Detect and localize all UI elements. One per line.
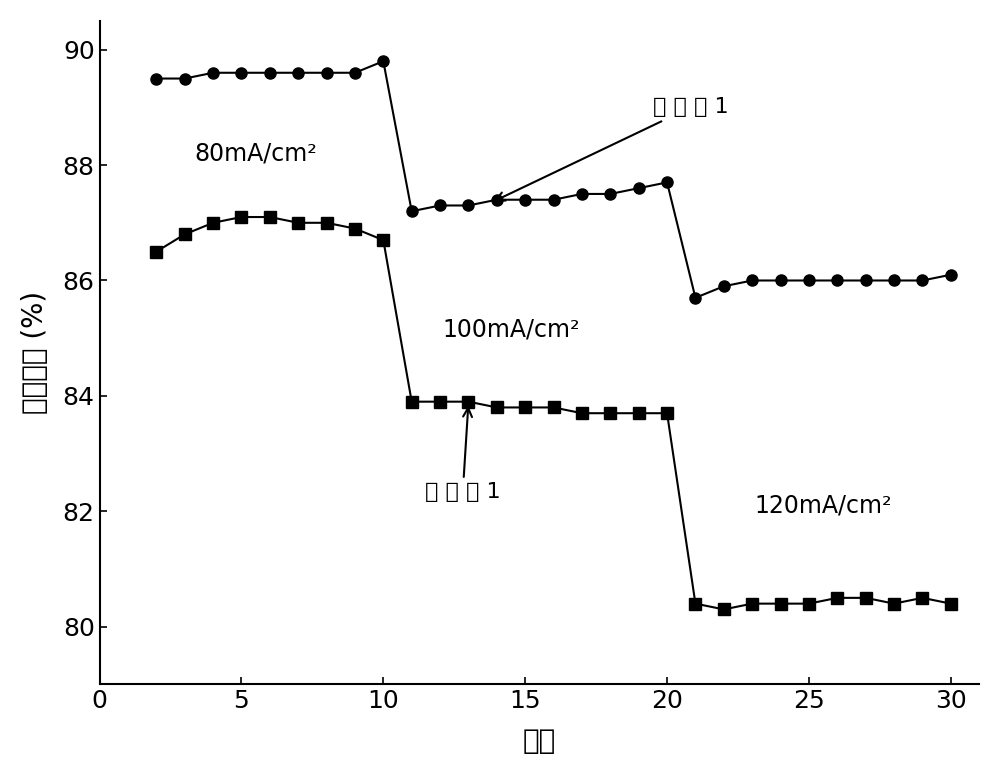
Text: 比 较 例 1: 比 较 例 1 (425, 408, 501, 502)
Text: 实 施 例 1: 实 施 例 1 (496, 97, 728, 200)
Text: 120mA/cm²: 120mA/cm² (754, 494, 892, 518)
Y-axis label: 电压效率 (%): 电压效率 (%) (21, 291, 49, 414)
Text: 80mA/cm²: 80mA/cm² (194, 141, 317, 165)
X-axis label: 循环: 循环 (523, 727, 556, 755)
Text: 100mA/cm²: 100mA/cm² (442, 317, 580, 341)
